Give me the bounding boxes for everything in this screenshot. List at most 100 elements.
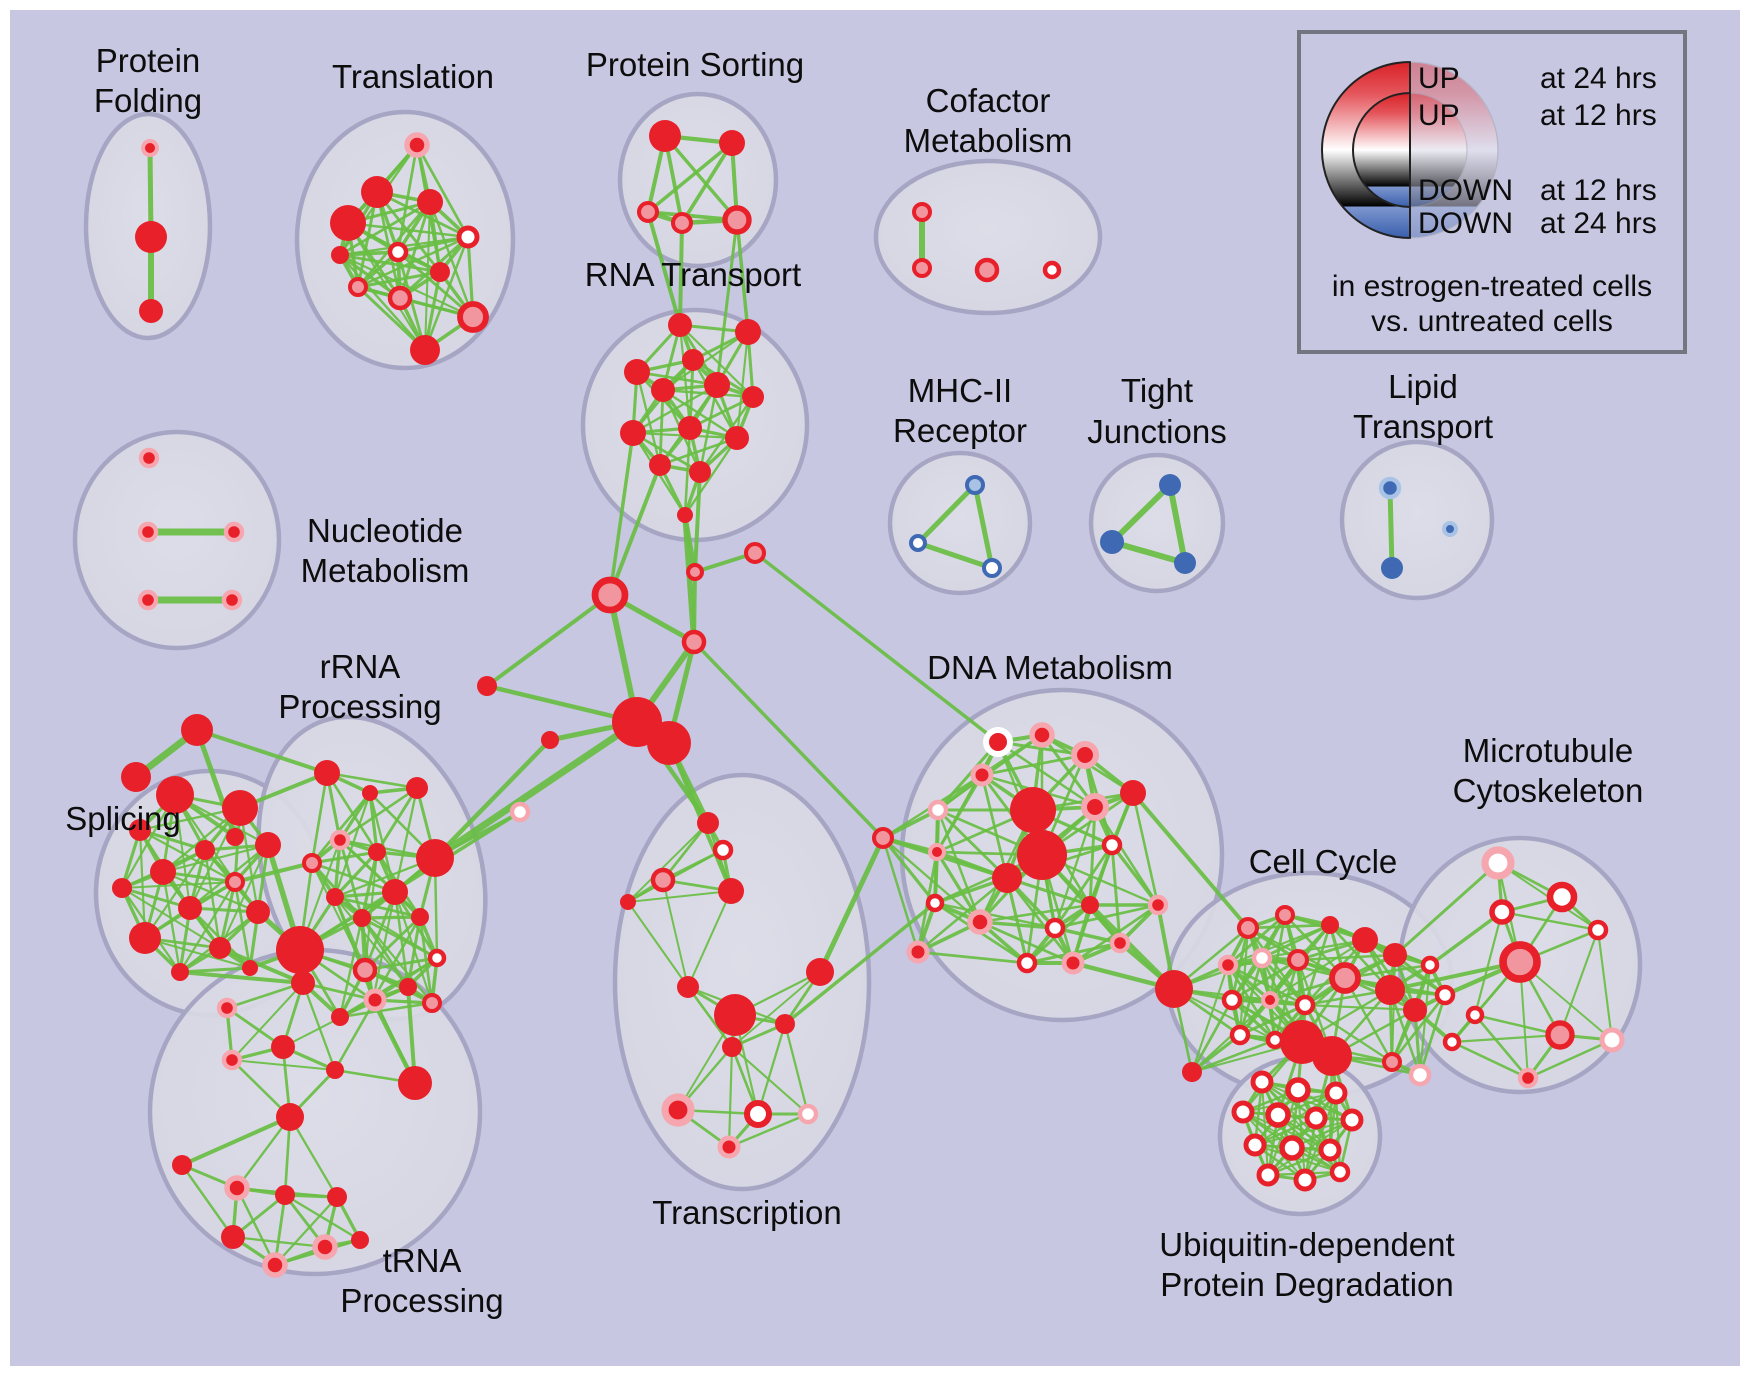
- network-node-lt-1 node-style-blue: [1381, 557, 1403, 579]
- network-node-dm-10 node-style-halo: [928, 843, 946, 861]
- network-node-sp-7 node-style-red: [112, 878, 132, 898]
- network-node-ps-1 node-style-red: [719, 130, 745, 156]
- network-node-dm-16 node-style-red: [992, 863, 1022, 893]
- edge-rr: [338, 786, 419, 842]
- network-node-rt-10 node-style-red: [649, 454, 671, 476]
- network-node-ub-11 node-style-ringw: [1293, 1168, 1317, 1192]
- edge-tx: [727, 1112, 810, 1149]
- network-node-ub-0 node-style-ringw: [1250, 1070, 1274, 1094]
- edge-ps-rt: [715, 218, 739, 387]
- edge-mt: [1450, 1033, 1562, 1044]
- legend-entry-direction-3: DOWN: [1418, 207, 1513, 240]
- network-node-mh-2 node-style-bluew: [982, 558, 1002, 578]
- network-node-cc-11 node-style-ringw: [1221, 989, 1243, 1011]
- network-node-nm-2 node-style-halo: [223, 521, 245, 543]
- network-node-dm-4 node-style-halo: [970, 763, 994, 787]
- edge-rr: [325, 771, 379, 854]
- network-node-tx-10 node-style-halo: [661, 1093, 695, 1127]
- cluster-label-ub-line-1: Protein Degradation: [1160, 1266, 1454, 1303]
- network-node-mt-0 node-style-pw: [1481, 846, 1515, 880]
- legend-caption-line-0: in estrogen-treated cells: [1332, 270, 1652, 303]
- network-node-rr-16 node-style-red: [276, 926, 324, 974]
- edge-rr: [393, 786, 419, 894]
- network-node-tx-3 node-style-red: [718, 878, 744, 904]
- network-node-tr-2 node-style-red: [417, 189, 443, 215]
- network-node-ub-6 node-style-ringw: [1340, 1108, 1364, 1132]
- edge-ps-rt: [678, 221, 684, 327]
- edge-dm: [936, 808, 1009, 880]
- cluster-nm-ellipse: [72, 429, 282, 651]
- edge-ps: [680, 141, 734, 225]
- network-node-tx-0 node-style-red: [697, 812, 719, 834]
- network-node-ub-1 node-style-ringw: [1285, 1077, 1311, 1103]
- edge-ps-rt: [735, 218, 750, 334]
- edge-sp-rr: [233, 861, 314, 884]
- network-node-cc-23 node-style-red: [1182, 1062, 1202, 1082]
- edge-ub: [1254, 1092, 1337, 1146]
- network-node-rr-11 node-style-ringw: [427, 948, 447, 968]
- network-node-tp-2 node-style-halo: [363, 988, 387, 1012]
- edge-rt: [635, 370, 662, 467]
- network-node-nm-3 node-style-halo: [137, 589, 159, 611]
- edge-tr: [346, 221, 470, 239]
- cluster-label-tp-line-1: Processing: [340, 1282, 503, 1319]
- network-node-tj-1 node-style-blue: [1100, 530, 1124, 554]
- network-node-sp-0 node-style-red: [156, 776, 194, 814]
- legend-entry-direction-1: UP: [1418, 99, 1460, 132]
- network-node-dm-5 node-style-ringpale: [927, 799, 949, 821]
- network-node-cm-3 node-style-ringw: [1042, 260, 1062, 280]
- network-node-rr-0 node-style-red: [314, 760, 340, 786]
- cluster-label-mh-line-0: MHC-II: [908, 372, 1012, 409]
- network-node-rr-5 node-style-red: [368, 843, 386, 861]
- network-node-rt-7 node-style-red: [620, 420, 646, 446]
- network-node-dm-17 node-style-halo: [1109, 932, 1131, 954]
- edge-tp: [180, 1115, 292, 1167]
- network-node-tr-0 node-style-halo: [404, 132, 430, 158]
- network-node-sp-10 node-style-red: [129, 922, 161, 954]
- edge-rr: [325, 771, 419, 790]
- edge-dm: [916, 876, 1009, 954]
- edge-cc: [1390, 993, 1447, 1064]
- network-node-rt-12 node-style-red: [677, 507, 693, 523]
- edge-rt: [658, 436, 739, 467]
- network-node-dm-21 node-style-halo: [906, 940, 930, 964]
- network-node-dm-6 node-style-halo: [1080, 792, 1110, 822]
- cluster-label-ps-line-0: Protein Sorting: [586, 46, 804, 83]
- edge-dm: [1088, 805, 1097, 907]
- network-node-rt-5 node-style-red: [704, 372, 730, 398]
- network-node-tx-4 node-style-red: [620, 894, 636, 910]
- network-node-cc-7 node-style-ringpale: [1251, 947, 1273, 969]
- edge-cc: [1303, 1003, 1417, 1012]
- edge-dm: [1053, 903, 1160, 930]
- cluster-label-cc-line-0: Cell Cycle: [1249, 843, 1398, 880]
- edge-tx: [686, 985, 734, 1049]
- edge-tx-dm: [783, 901, 937, 1026]
- edge-tr: [423, 235, 470, 352]
- network-node-conn-6 node-style-red: [541, 731, 559, 749]
- network-node-conn-3 node-style-ringp: [686, 563, 704, 581]
- network-node-rr-4 node-style-ringp: [302, 853, 322, 873]
- edge-rr: [371, 890, 397, 1002]
- cluster-label-cm-line-0: Cofactor: [926, 82, 1051, 119]
- edge-conn-rr: [431, 718, 641, 862]
- network-node-dm-18 node-style-ringw: [1016, 952, 1038, 974]
- edge-tj: [1109, 482, 1173, 545]
- edge-rt: [658, 388, 665, 467]
- network-node-mt-6 node-style-ringp: [1545, 1020, 1575, 1050]
- legend-donut-inner-left: [1352, 91, 1411, 209]
- cluster-label-rr-line-0: rRNA: [320, 648, 401, 685]
- network-node-dm-14 node-style-ringw: [1044, 917, 1066, 939]
- cluster-label-rt-line-0: RNA Transport: [585, 256, 801, 293]
- network-node-dm-0 node-style-whalo: [983, 727, 1013, 757]
- edge-ub: [1334, 1091, 1342, 1174]
- network-node-cc-1 node-style-ringp: [1236, 916, 1260, 940]
- edge-ps-rt: [646, 210, 682, 327]
- edge-dm: [1053, 926, 1122, 945]
- network-node-pf-1 node-style-red: [135, 221, 167, 253]
- edge-sp: [120, 886, 222, 950]
- network-node-pf-0 node-style-halo: [141, 139, 159, 157]
- network-node-ub-2 node-style-ringw: [1324, 1081, 1348, 1105]
- network-node-sp-11 node-style-red: [209, 937, 231, 959]
